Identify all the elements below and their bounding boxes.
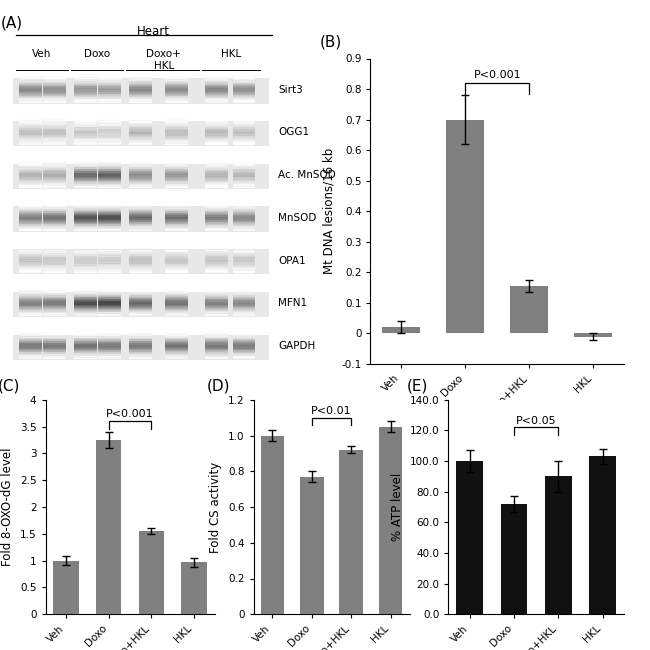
Text: (D): (D) <box>207 378 230 393</box>
Text: (B): (B) <box>320 34 342 49</box>
Bar <box>12 207 269 231</box>
Text: Ac. MnSOD: Ac. MnSOD <box>278 170 336 180</box>
Y-axis label: Fold 8-OXO-dG level: Fold 8-OXO-dG level <box>1 448 14 566</box>
Bar <box>138 531 164 614</box>
Bar <box>181 562 207 614</box>
Bar <box>446 120 484 333</box>
Bar <box>500 504 527 614</box>
Text: Sirt3: Sirt3 <box>278 84 303 95</box>
Text: P<0.05: P<0.05 <box>516 415 556 426</box>
Text: (E): (E) <box>406 378 428 393</box>
Text: (A): (A) <box>1 16 23 31</box>
Y-axis label: Fold CS activity: Fold CS activity <box>209 462 222 552</box>
Text: HKL: HKL <box>221 49 241 59</box>
Bar <box>12 292 269 317</box>
Bar <box>510 286 549 333</box>
Bar <box>590 456 616 614</box>
Text: GAPDH: GAPDH <box>278 341 316 351</box>
Bar <box>379 426 402 614</box>
Bar <box>12 335 269 360</box>
Bar <box>261 436 284 614</box>
Y-axis label: Mt DNA lesions/16 kb: Mt DNA lesions/16 kb <box>322 148 335 274</box>
Bar <box>96 440 122 614</box>
Text: Doxo+
HKL: Doxo+ HKL <box>146 49 181 71</box>
Bar <box>12 121 269 146</box>
Text: Heart: Heart <box>136 25 170 38</box>
Text: OPA1: OPA1 <box>278 255 306 265</box>
Y-axis label: % ATP level: % ATP level <box>391 473 404 541</box>
Text: Veh: Veh <box>32 49 51 59</box>
Bar <box>12 164 269 189</box>
Bar <box>456 461 483 614</box>
Bar <box>12 249 269 274</box>
Text: P<0.001: P<0.001 <box>106 410 154 419</box>
Bar <box>545 476 572 614</box>
Text: Doxo: Doxo <box>84 49 110 59</box>
Bar <box>339 450 363 614</box>
Text: (C): (C) <box>0 378 21 393</box>
Bar <box>300 476 324 614</box>
Text: P<0.01: P<0.01 <box>311 406 352 416</box>
Bar <box>53 560 79 614</box>
Bar <box>574 333 612 337</box>
Text: MnSOD: MnSOD <box>278 213 317 223</box>
Text: OGG1: OGG1 <box>278 127 309 137</box>
Text: P<0.001: P<0.001 <box>473 70 521 81</box>
Bar <box>382 328 421 333</box>
Text: MFN1: MFN1 <box>278 298 307 308</box>
Bar <box>12 79 269 103</box>
